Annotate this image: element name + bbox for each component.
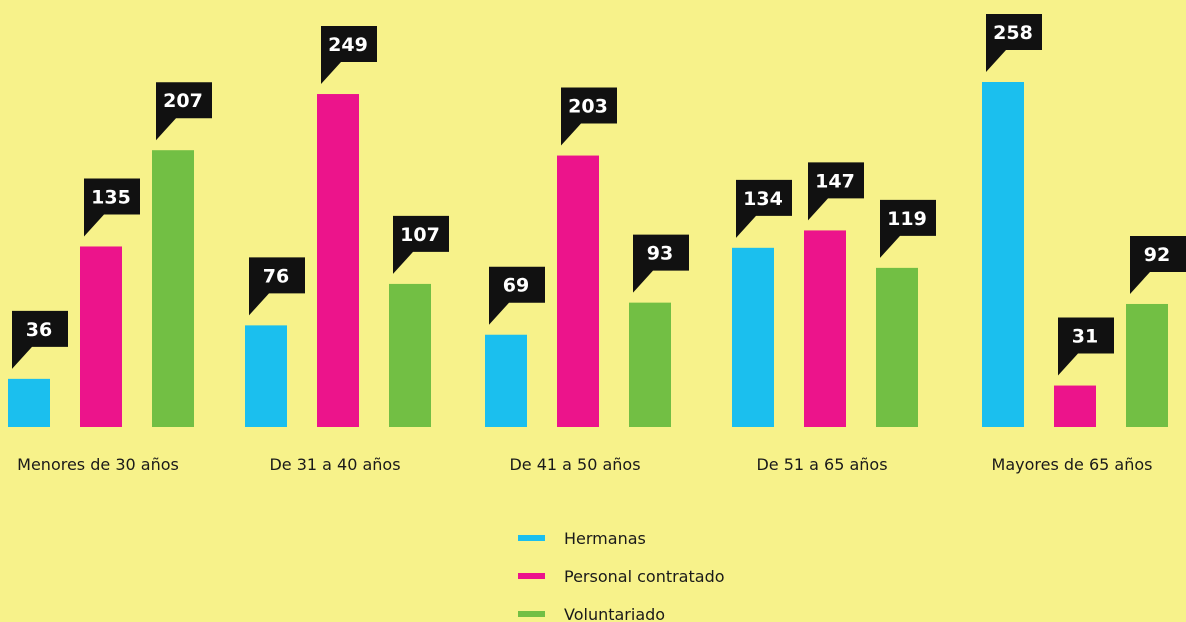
data-label: 93 bbox=[647, 243, 673, 265]
data-label: 119 bbox=[887, 208, 927, 230]
bar bbox=[80, 246, 122, 427]
bar bbox=[876, 267, 918, 427]
callout bbox=[631, 234, 689, 293]
x-tick-label: De 31 a 40 años bbox=[269, 455, 400, 474]
bar bbox=[389, 283, 431, 427]
data-label: 147 bbox=[815, 170, 855, 192]
data-label: 69 bbox=[503, 275, 529, 297]
bar bbox=[152, 150, 194, 427]
data-label: 31 bbox=[1072, 326, 1098, 348]
legend-label: Hermanas bbox=[564, 529, 646, 548]
bar bbox=[317, 94, 359, 427]
callout bbox=[734, 179, 792, 238]
callout bbox=[154, 82, 212, 141]
callout bbox=[559, 87, 617, 146]
bar bbox=[804, 230, 846, 427]
callout bbox=[878, 199, 936, 258]
bar bbox=[1054, 385, 1096, 427]
data-label: 249 bbox=[328, 34, 368, 56]
data-label: 92 bbox=[1144, 244, 1170, 266]
callout bbox=[806, 162, 864, 221]
data-label: 134 bbox=[743, 188, 783, 210]
data-label: 203 bbox=[568, 96, 608, 118]
x-tick-label: Menores de 30 años bbox=[17, 455, 179, 474]
bar bbox=[8, 378, 50, 427]
callout bbox=[1056, 317, 1114, 376]
x-tick-label: De 41 a 50 años bbox=[509, 455, 640, 474]
data-label: 76 bbox=[263, 265, 289, 287]
x-tick-label: De 51 a 65 años bbox=[756, 455, 887, 474]
legend-label: Voluntariado bbox=[564, 605, 665, 622]
bar bbox=[245, 325, 287, 427]
legend-swatch bbox=[518, 535, 545, 541]
callout bbox=[984, 14, 1042, 72]
callout bbox=[319, 26, 377, 85]
callout bbox=[82, 178, 140, 237]
data-label: 258 bbox=[993, 22, 1033, 44]
bar bbox=[629, 302, 671, 427]
data-label: 36 bbox=[26, 319, 52, 341]
data-label: 207 bbox=[163, 90, 203, 112]
bar bbox=[485, 334, 527, 427]
bar bbox=[557, 155, 599, 427]
callout bbox=[391, 215, 449, 274]
x-tick-label: Mayores de 65 años bbox=[992, 455, 1153, 474]
callout bbox=[10, 310, 68, 369]
bar bbox=[982, 82, 1024, 427]
data-label: 107 bbox=[400, 224, 440, 246]
callout bbox=[487, 266, 545, 325]
bar bbox=[1126, 303, 1168, 427]
legend-swatch bbox=[518, 573, 545, 579]
legend-swatch bbox=[518, 611, 545, 617]
callout bbox=[247, 257, 305, 316]
callout bbox=[1128, 235, 1186, 294]
legend-label: Personal contratado bbox=[564, 567, 725, 586]
bar bbox=[732, 247, 774, 427]
data-label: 135 bbox=[91, 186, 131, 208]
